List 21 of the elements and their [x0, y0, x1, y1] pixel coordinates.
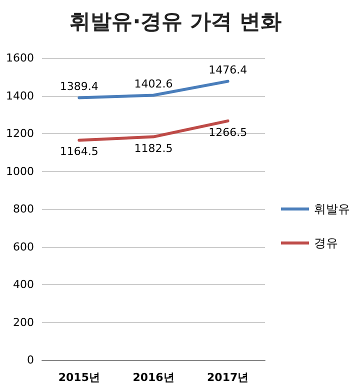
chart-title: 휘발유·경유 가격 변화: [70, 10, 282, 34]
data-label: 1402.6: [134, 77, 173, 90]
legend-label: 휘발유: [314, 202, 350, 216]
y-tick-label: 600: [13, 240, 34, 254]
y-tick-label: 1000: [6, 164, 34, 178]
data-label: 1266.5: [208, 126, 248, 139]
y-tick-label: 1200: [6, 127, 34, 140]
y-tick-label: 1600: [6, 52, 34, 64]
y-tick-label: 800: [13, 202, 34, 216]
x-tick-label: 2016년: [132, 371, 174, 384]
x-tick-label: 2017년: [207, 371, 249, 384]
data-label: 1164.5: [60, 145, 98, 158]
y-tick-label: 400: [13, 278, 34, 291]
legend-label: 경유: [314, 236, 338, 250]
data-label: 1389.4: [60, 80, 98, 93]
data-label: 1476.4: [208, 63, 248, 76]
y-tick-label: 200: [13, 316, 34, 329]
y-tick-label: 1400: [6, 89, 34, 102]
x-tick-label: 2015년: [58, 371, 100, 384]
data-label: 1182.5: [134, 142, 173, 155]
y-tick-label: 0: [27, 354, 34, 366]
